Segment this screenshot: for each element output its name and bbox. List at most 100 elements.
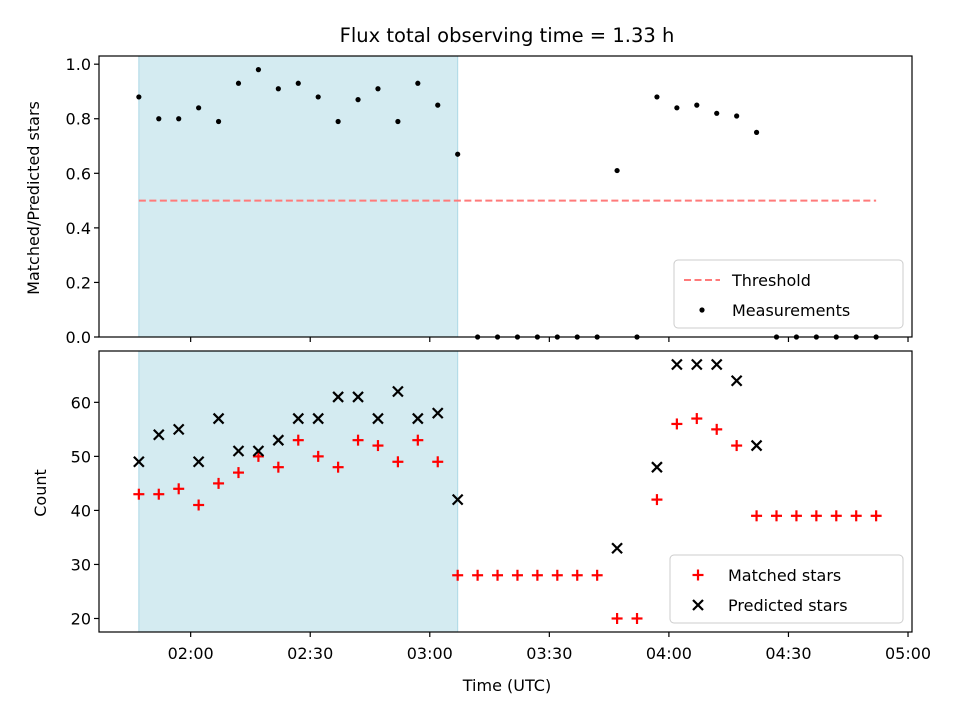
- predicted-stars-point: [611, 542, 623, 555]
- matched-stars-point: [810, 510, 822, 522]
- measurements-point: [694, 102, 700, 108]
- x-tick-label: 03:00: [407, 644, 453, 663]
- predicted-stars-point: [292, 412, 305, 425]
- matched-stars-point: [352, 434, 364, 446]
- predicted-stars-point: [172, 423, 185, 436]
- ratio-axes-frame: [98, 55, 913, 338]
- y-tick-label: 40: [71, 501, 91, 520]
- y-tick-label: 0.2: [66, 273, 91, 292]
- legend-predicted-stars-handle: [692, 599, 704, 611]
- x-tick-label: 04:00: [646, 644, 692, 663]
- matched-stars-point: [472, 569, 484, 581]
- x-axis-label: Time (UTC): [462, 676, 551, 695]
- legend-measurements-handle: [699, 307, 705, 313]
- predicted-stars-point: [671, 358, 683, 371]
- matched-stars-point: [153, 488, 165, 500]
- matched-stars-point: [571, 569, 583, 581]
- observing-interval-shade: [138, 56, 458, 337]
- measurements-point: [674, 105, 680, 111]
- matched-stars-point: [551, 569, 563, 581]
- measurements-point: [136, 94, 142, 100]
- matched-stars-point: [850, 510, 862, 522]
- matched-stars-point: [193, 499, 205, 511]
- matched-stars-point: [213, 477, 225, 489]
- y-tick-label: 0.6: [66, 164, 91, 183]
- predicted-stars-point: [451, 493, 464, 506]
- y-tick-label: 50: [71, 447, 91, 466]
- predicted-stars-point: [252, 445, 265, 457]
- matched-stars-point: [432, 456, 444, 468]
- predicted-stars-point: [212, 412, 225, 425]
- measurements-point: [315, 94, 321, 100]
- legend-measurements-label: Measurements: [732, 301, 850, 320]
- matched-stars-point: [232, 467, 244, 479]
- matched-stars-point: [671, 418, 683, 430]
- predicted-stars-point: [332, 391, 344, 403]
- legend-predicted-stars-label: Predicted stars: [728, 596, 848, 615]
- x-tick-label: 04:30: [765, 644, 811, 663]
- measurements-point: [156, 116, 162, 122]
- measurements-point: [295, 80, 301, 86]
- count-y-ticks: 20 30 40 50 60: [71, 393, 99, 628]
- legend-matched-stars-handle: [692, 569, 704, 581]
- matched-stars-point: [452, 569, 464, 581]
- predicted-stars-point: [392, 385, 404, 398]
- measurements-point: [355, 97, 361, 103]
- matched-stars-point: [412, 434, 424, 446]
- ratio-y-axis-label: Matched/Predicted stars: [24, 101, 43, 295]
- count-series: [133, 351, 882, 632]
- predicted-stars-point: [730, 374, 743, 387]
- count-legend: Matched stars Predicted stars: [669, 554, 904, 624]
- measurements-point: [455, 151, 461, 157]
- predicted-stars-point: [192, 456, 205, 468]
- predicted-stars-point: [651, 461, 663, 473]
- measurements-point: [215, 118, 222, 125]
- matched-stars-point: [372, 440, 384, 452]
- predicted-stars-point: [312, 412, 324, 425]
- x-tick-label: 02:00: [168, 644, 214, 663]
- panel-count: 20 30 40 50 60 02:00 02:30 03:00 03:30 04:00 04:3…: [31, 350, 931, 663]
- matched-stars-point: [790, 510, 802, 522]
- legend-box: [673, 259, 904, 329]
- matched-stars-point: [771, 510, 782, 522]
- legend-box: [669, 554, 904, 624]
- measurements-point: [753, 129, 760, 135]
- matched-stars-point: [511, 569, 523, 581]
- ratio-legend: Threshold Measurements: [673, 259, 904, 329]
- matched-stars-point: [332, 461, 344, 473]
- legend-threshold-label: Threshold: [731, 271, 811, 290]
- ratio-x-ticks: [190, 337, 909, 342]
- matched-stars-point: [272, 461, 284, 473]
- measurements-point: [435, 102, 441, 108]
- measurements-point: [335, 118, 341, 125]
- panel-ratio: 0.0 0.2 0.4 0.6 0.8 1.0 Matched/Predicted sta…: [24, 55, 913, 347]
- matched-stars-point: [751, 510, 763, 522]
- y-tick-label: 20: [71, 609, 91, 628]
- measurements-point: [255, 67, 262, 73]
- count-y-axis-label: Count: [31, 469, 50, 517]
- matched-stars-point: [591, 569, 603, 581]
- predicted-stars-point: [412, 412, 424, 425]
- measurements-point: [375, 86, 381, 92]
- count-x-ticks: 02:00 02:30 03:00 03:30 04:00 04:30 05:00: [168, 632, 931, 663]
- measurements-point: [275, 86, 281, 92]
- matched-stars-point: [492, 569, 504, 581]
- measurements-point: [654, 94, 660, 100]
- measurements-point: [415, 80, 421, 86]
- observing-interval-shade: [138, 351, 458, 632]
- legend-matched-stars-label: Matched stars: [728, 566, 841, 585]
- matched-stars-point: [711, 423, 723, 435]
- matched-stars-point: [631, 612, 643, 624]
- predicted-stars-point: [710, 358, 723, 371]
- predicted-stars-point: [352, 391, 364, 403]
- predicted-stars-point: [133, 456, 145, 468]
- predicted-stars-point: [431, 407, 444, 419]
- predicted-stars-point: [750, 439, 763, 452]
- count-axes-frame: [98, 350, 913, 633]
- matched-stars-point: [651, 494, 663, 506]
- measurements-point: [235, 80, 242, 86]
- y-tick-label: 0.8: [66, 110, 91, 129]
- measurements-point: [614, 167, 620, 174]
